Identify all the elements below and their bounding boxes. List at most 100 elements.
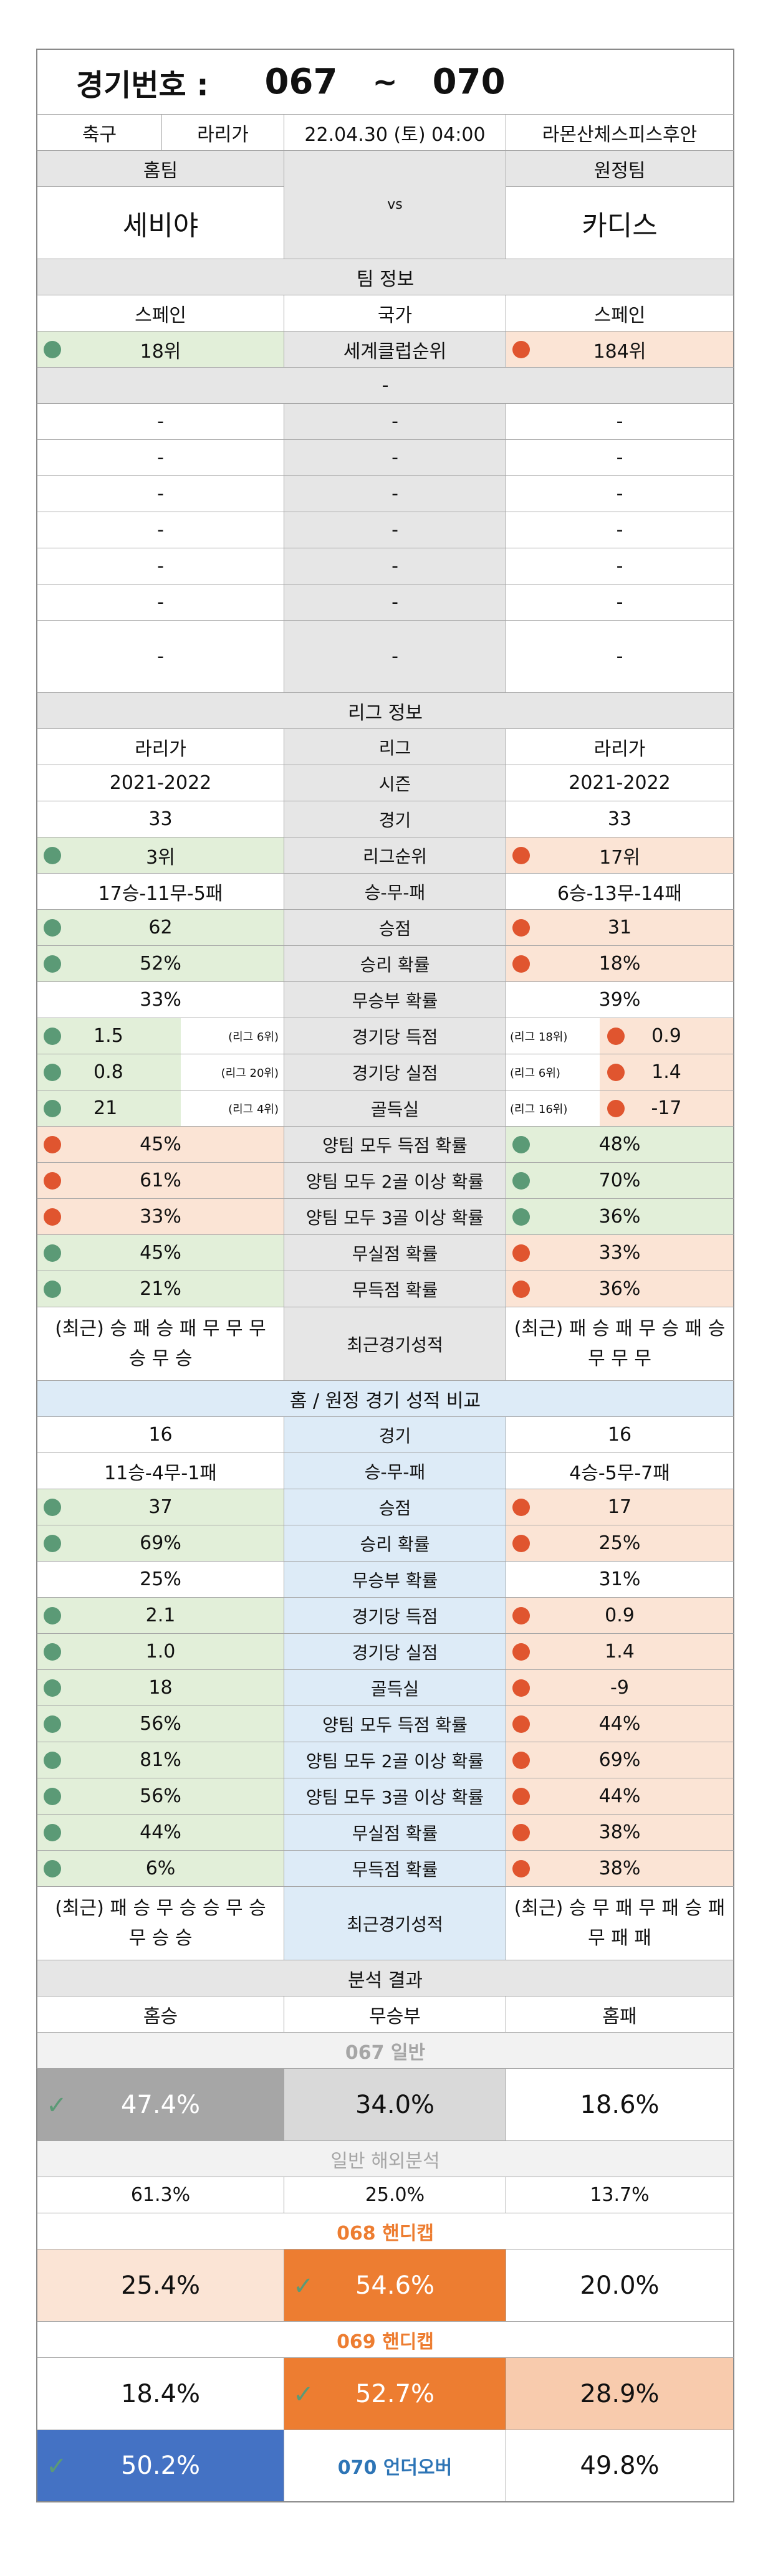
status-dot-icon bbox=[512, 1751, 530, 1769]
check-icon: ✓ bbox=[46, 2452, 67, 2481]
status-dot-icon bbox=[44, 1208, 61, 1226]
league_info-row: 21% 무득점 확률 36% bbox=[36, 1271, 734, 1307]
league_info-away-value: 36% bbox=[506, 1271, 733, 1307]
home-team-label: 홈팀 bbox=[37, 151, 284, 187]
match-sheet: 경기번호 : 067 ~ 070 축구 라리가 22.04.30 (토) 04:… bbox=[36, 49, 734, 2502]
world-rank-row: 18위 세계클럽순위 184위 bbox=[36, 332, 734, 368]
homeaway-home-value: 56% bbox=[37, 1706, 284, 1742]
league_info-stat-label: 경기 bbox=[284, 801, 506, 837]
status-dot-icon bbox=[44, 918, 61, 937]
homeaway-home-value: 25% bbox=[37, 1562, 284, 1597]
uo070-title: 070 언더오버 bbox=[284, 2430, 506, 2501]
league_info-home-value: 62 bbox=[37, 910, 284, 945]
homeaway-stat-label: 승리 확률 bbox=[284, 1525, 506, 1561]
league_info-row: 21 (리그 4위) 골득실 (리그 16위) -17 bbox=[36, 1090, 734, 1127]
general-title-row: 067 일반 bbox=[36, 2033, 734, 2069]
status-dot-icon bbox=[44, 1171, 61, 1190]
homeaway-stat-label: 경기 bbox=[284, 1417, 506, 1453]
homeaway-stat-label: 경기당 득점 bbox=[284, 1598, 506, 1633]
homeaway-home-value: 18 bbox=[37, 1670, 284, 1705]
country-row: 스페인 국가 스페인 bbox=[36, 295, 734, 332]
league_info-stat-label: 승점 bbox=[284, 910, 506, 945]
check-icon: ✓ bbox=[46, 2091, 67, 2120]
league_info-away-value: 39% bbox=[598, 989, 641, 1011]
homeaway-away-value: 38% bbox=[506, 1815, 733, 1850]
league-rank-note: (리그 6위) bbox=[510, 1066, 560, 1080]
h069-away: 28.9% bbox=[506, 2358, 733, 2430]
homeaway-home-value: 2.1 bbox=[37, 1598, 284, 1633]
team-info-home: - bbox=[37, 548, 284, 584]
general-row: ✓ 47.4% 34.0% 18.6% bbox=[36, 2069, 734, 2141]
team-info-home: - bbox=[37, 584, 284, 620]
league_info-away-value: (리그 16위) -17 bbox=[506, 1090, 733, 1126]
homeaway-home-value: 44% bbox=[37, 1815, 284, 1850]
status-dot-icon bbox=[607, 1063, 625, 1081]
homeaway-away-value: 69% bbox=[506, 1742, 733, 1778]
team-info-home: - bbox=[37, 404, 284, 439]
homeaway-away-value: -9 bbox=[506, 1670, 733, 1705]
team-info-row: --- bbox=[36, 584, 734, 621]
league_info-row: 1.5 (리그 6위) 경기당 득점 (리그 18위) 0.9 bbox=[36, 1018, 734, 1054]
league_info-home-value: 0.8 (리그 20위) bbox=[37, 1054, 284, 1090]
away-team-name: 카디스 bbox=[582, 209, 658, 242]
league_info-stat-label: 시즌 bbox=[284, 765, 506, 801]
league_info-stat-label: 무승부 확률 bbox=[284, 982, 506, 1018]
status-dot-icon bbox=[512, 1823, 530, 1841]
team-info-home: - bbox=[37, 440, 284, 475]
league_info-row: 33% 무승부 확률 39% bbox=[36, 982, 734, 1018]
status-dot-icon bbox=[512, 1208, 530, 1226]
homeaway-stat-label: 무득점 확률 bbox=[284, 1851, 506, 1886]
status-dot-icon bbox=[44, 1498, 61, 1516]
homeaway-stat-label: 양팀 모두 득점 확률 bbox=[284, 1706, 506, 1742]
away-team-label: 원정팀 bbox=[506, 151, 733, 187]
homeaway-stat-label: 양팀 모두 3골 이상 확률 bbox=[284, 1778, 506, 1814]
status-dot-icon bbox=[512, 1643, 530, 1661]
team-info-row: --- bbox=[36, 404, 734, 440]
status-dot-icon bbox=[44, 846, 61, 864]
game-number-tilde: ~ bbox=[372, 64, 398, 100]
homeaway-stat-label: 양팀 모두 2골 이상 확률 bbox=[284, 1742, 506, 1778]
league-cell: 라리가 bbox=[162, 115, 284, 150]
league_info-home-value: 33% bbox=[37, 1199, 284, 1234]
team-info-away: - bbox=[616, 555, 623, 577]
home-country: 스페인 bbox=[37, 295, 284, 331]
handicap069-title-row: 069 핸디캡 bbox=[36, 2322, 734, 2358]
league_info-away-value: 18% bbox=[506, 946, 733, 981]
homeaway-row: 44% 무실점 확률 38% bbox=[36, 1815, 734, 1851]
status-dot-icon bbox=[607, 1099, 625, 1117]
status-dot-icon bbox=[512, 918, 530, 937]
status-dot-icon bbox=[512, 1135, 530, 1153]
h068-away: 20.0% bbox=[580, 2271, 660, 2300]
league_info-row: 52% 승리 확률 18% bbox=[36, 946, 734, 982]
league-rank-note: (리그 18위) bbox=[510, 1030, 568, 1044]
homeaway-home-value: 56% bbox=[37, 1778, 284, 1814]
league_info-row: 33% 양팀 모두 3골 이상 확률 36% bbox=[36, 1199, 734, 1235]
status-dot-icon bbox=[44, 1280, 61, 1298]
league_info-away-value: 48% bbox=[506, 1127, 733, 1162]
teams-block: 홈팀 세비야 vs 원정팀 카디스 bbox=[36, 151, 734, 259]
league_info-row: 라리가 리그 라리가 bbox=[36, 729, 734, 765]
status-dot-icon bbox=[44, 1063, 61, 1081]
status-dot-icon bbox=[44, 1643, 61, 1661]
league_info-home-value: 1.5 (리그 6위) bbox=[37, 1018, 284, 1054]
league_info-away-value: 2021-2022 bbox=[569, 772, 671, 794]
league_info-stat-label: 골득실 bbox=[284, 1090, 506, 1126]
home-recent-results: (최근) 승 패 승 패 무 무 무 승 무 승 bbox=[37, 1307, 284, 1380]
h069-draw: ✓ 52.7% bbox=[284, 2358, 506, 2430]
homeaway-away-value: 44% bbox=[506, 1706, 733, 1742]
status-dot-icon bbox=[44, 1859, 61, 1877]
status-dot-icon bbox=[512, 1715, 530, 1733]
general-home: ✓ 47.4% bbox=[37, 2069, 284, 2140]
homeaway-away-value: 16 bbox=[607, 1424, 632, 1446]
team-info-home: - bbox=[37, 476, 284, 512]
underover070-row: ✓ 50.2% 070 언더오버 49.8% bbox=[36, 2430, 734, 2502]
analysis-title: 분석 결과 bbox=[36, 1960, 734, 1996]
status-dot-icon bbox=[44, 1099, 61, 1117]
league_info-away-value: 70% bbox=[506, 1163, 733, 1198]
homeaway-stat-label: 무실점 확률 bbox=[284, 1815, 506, 1850]
away-world-rank: 184위 bbox=[506, 332, 733, 367]
homeaway-recent-row: (최근) 패 승 무 승 승 무 승 무 승 승 최근경기성적 (최근) 승 무… bbox=[36, 1887, 734, 1960]
team-info-row: --- bbox=[36, 440, 734, 476]
league_info-row: 2021-2022 시즌 2021-2022 bbox=[36, 765, 734, 801]
team-info-label: - bbox=[284, 548, 506, 584]
